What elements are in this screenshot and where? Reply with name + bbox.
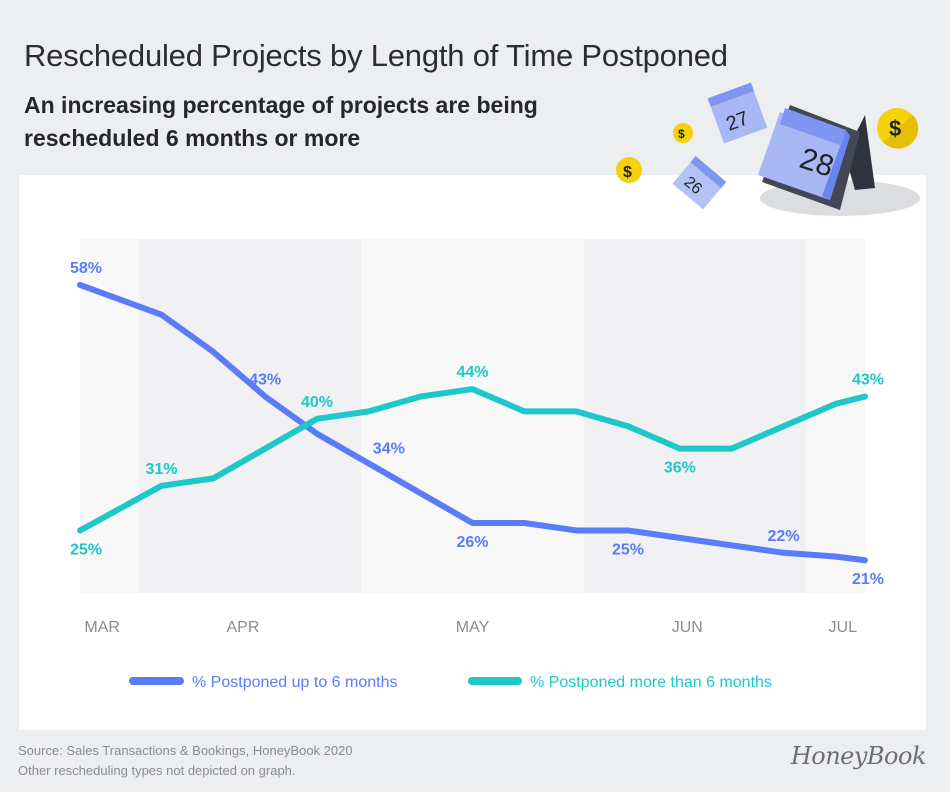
x-tick-label-may: MAY bbox=[456, 619, 490, 636]
data-label: 26% bbox=[456, 534, 488, 551]
source-line: Source: Sales Transactions & Bookings, H… bbox=[18, 743, 353, 758]
data-label: 44% bbox=[456, 364, 488, 381]
x-tick-label-apr: APR bbox=[226, 619, 259, 636]
data-labels: 58% 43% 34% 26% 25% 22% 21% 25% 31% 40% 44% 36% 43% bbox=[70, 260, 884, 588]
data-label: 21% bbox=[852, 571, 884, 588]
series-lines bbox=[77, 281, 868, 564]
data-label: 40% bbox=[301, 394, 333, 411]
coin-symbol: $ bbox=[623, 164, 632, 181]
data-label: 25% bbox=[612, 541, 644, 558]
chart-subtitle: An increasing percentage of projects are… bbox=[24, 92, 538, 151]
coin-large-icon: $ bbox=[877, 108, 919, 149]
calendar-page-26-icon: 26 bbox=[672, 156, 727, 210]
honeybook-logo: HoneyBook bbox=[790, 742, 927, 770]
data-label: 34% bbox=[373, 440, 405, 457]
data-label: 22% bbox=[768, 528, 800, 545]
data-label: 25% bbox=[70, 541, 102, 558]
data-label: 43% bbox=[249, 372, 281, 389]
x-tick-label-jul: JUL bbox=[829, 619, 858, 636]
calendar-illustration: 28 27 26 $ $ $ bbox=[616, 82, 920, 216]
x-axis-labels: MAR APR MAY JUN JUL bbox=[84, 619, 857, 636]
data-label: 58% bbox=[70, 260, 102, 277]
footnote-line: Other rescheduling types not depicted on… bbox=[18, 763, 296, 778]
background-band-4 bbox=[805, 239, 865, 593]
coin-small-icon: $ bbox=[673, 123, 693, 143]
x-tick-label-mar: MAR bbox=[84, 619, 120, 636]
chart-title: Rescheduled Projects by Length of Time P… bbox=[24, 38, 728, 73]
desk-calendar-icon: 28 bbox=[758, 105, 875, 210]
data-label: 31% bbox=[145, 461, 177, 478]
legend-label-more-than-6-months: % Postponed more than 6 months bbox=[530, 674, 772, 691]
data-label: 43% bbox=[852, 372, 884, 389]
series-line-more-than-6-months bbox=[77, 386, 868, 534]
background-band-0 bbox=[80, 239, 140, 593]
series-line-up-to-6-months bbox=[77, 281, 868, 564]
legend: % Postponed up to 6 months % Postponed m… bbox=[129, 674, 772, 691]
coin-medium-icon: $ bbox=[616, 157, 642, 183]
x-tick-label-jun: JUN bbox=[672, 619, 703, 636]
legend-label-up-to-6-months: % Postponed up to 6 months bbox=[192, 674, 397, 691]
data-label: 36% bbox=[664, 460, 696, 477]
background-band-2 bbox=[361, 239, 584, 593]
source-note: Source: Sales Transactions & Bookings, H… bbox=[18, 741, 353, 781]
background-band-3 bbox=[583, 239, 806, 593]
coin-symbol: $ bbox=[889, 116, 901, 141]
calendar-page-27-icon: 27 bbox=[707, 82, 768, 144]
coin-symbol: $ bbox=[678, 127, 685, 141]
